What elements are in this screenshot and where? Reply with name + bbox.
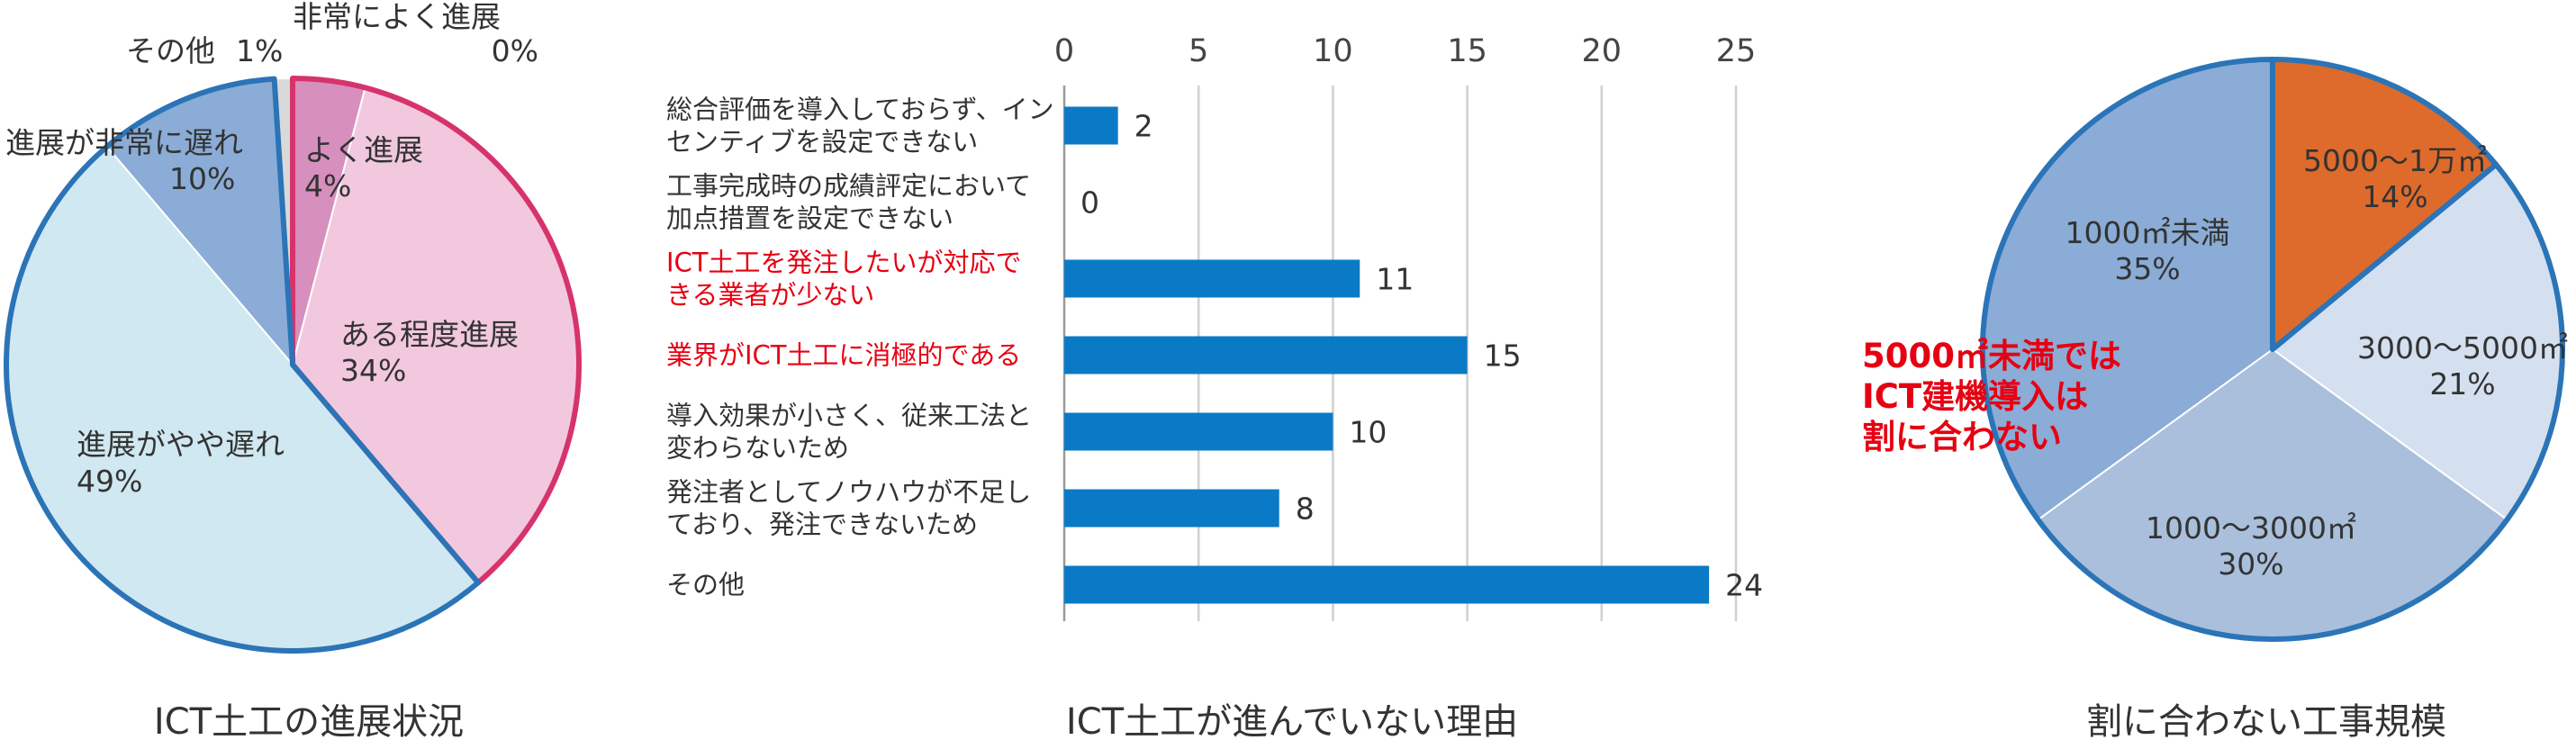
annotation-line-1: 5000㎡未満では <box>1862 337 2121 375</box>
slice-label-other: その他 <box>126 33 215 68</box>
slice-label-1000-3000: 1000～3000㎡ <box>2146 510 2356 546</box>
bar-value-label: 11 <box>1376 262 1414 297</box>
slice-label-under-1000: 1000㎡未満 <box>2065 215 2230 250</box>
bar-value-label: 2 <box>1134 109 1153 144</box>
bar-chart-title: ICT土工が進んでいない理由 <box>1066 701 1518 743</box>
x-tick-label: 15 <box>1447 33 1487 69</box>
category-label: 発注者としてノウハウが不足し <box>666 477 1031 508</box>
category-label: きる業者が少ない <box>666 280 874 311</box>
slice-label-slightly-behind: 進展がやや遅れ <box>77 427 285 462</box>
pie2-under-5000-outline <box>1980 57 2566 642</box>
x-tick-label: 10 <box>1313 33 1353 69</box>
slice-value-very-behind: 10% <box>169 161 235 196</box>
bar-0 <box>1064 106 1118 145</box>
category-label: ており、発注できないため <box>666 510 978 540</box>
slice-label-somewhat: ある程度進展 <box>340 317 519 352</box>
x-tick-label: 25 <box>1716 33 1757 69</box>
bar-6 <box>1064 565 1710 604</box>
bar-2 <box>1064 259 1360 298</box>
bar-5 <box>1064 489 1279 528</box>
bar-3 <box>1064 336 1468 374</box>
slice-label-5000-10000: 5000～1万㎡ <box>2303 143 2487 178</box>
scale-pie-chart: 5000～1万㎡ 14% 3000～5000㎡ 21% 1000～3000㎡ 3… <box>1862 57 2568 743</box>
slice-value-under-1000: 35% <box>2114 251 2180 286</box>
category-label: 工事完成時の成績評定において <box>666 171 1031 202</box>
x-tick-label: 0 <box>1054 33 1074 69</box>
pie2-title: 割に合わない工事規模 <box>2086 701 2446 743</box>
pie1-positive-outline <box>290 76 582 586</box>
category-label: 業界がICT土工に消極的である <box>666 340 1021 371</box>
bar-value-label: 24 <box>1725 568 1763 603</box>
reasons-bar-chart: 0 5 10 15 20 25 総合評価を導入しておらず、インセンティブを設定できない工事… <box>666 33 1763 743</box>
category-label: センティブを設定できない <box>666 127 978 158</box>
slice-label-good: よく進展 <box>304 132 423 167</box>
category-label: 総合評価を導入しておらず、イン <box>666 95 1054 125</box>
bar-value-label: 8 <box>1296 492 1315 527</box>
category-label: ICT土工を発注したいが対応で <box>666 248 1022 278</box>
bar-value-label: 0 <box>1080 185 1099 221</box>
x-tick-label: 5 <box>1189 33 1208 69</box>
slice-value-other: 1% <box>236 33 283 68</box>
bar-value-label: 10 <box>1349 415 1387 450</box>
slice-value-good: 4% <box>304 168 351 203</box>
category-label: その他 <box>666 570 745 600</box>
category-label: 導入効果が小さく、従来工法と <box>666 401 1032 431</box>
pie1-negative-outline <box>4 76 482 654</box>
slice-label-very-behind: 進展が非常に遅れ <box>5 125 243 160</box>
slice-label-very-good: 非常によく進展 <box>293 0 501 34</box>
slice-value-very-good: 0% <box>492 33 538 68</box>
progress-pie-chart: 非常によく進展 0% よく進展 4% ある程度進展 34% 進展がやや遅れ 49… <box>4 0 582 743</box>
x-tick-label: 20 <box>1582 33 1622 69</box>
slice-value-1000-3000: 30% <box>2218 546 2283 582</box>
bar-4 <box>1064 412 1333 451</box>
pie2-top-slice-outline <box>2270 57 2499 352</box>
slice-value-5000-10000: 14% <box>2362 179 2427 214</box>
annotation-line-2: ICT建機導入は <box>1862 377 2088 416</box>
slice-value-somewhat: 34% <box>340 353 406 388</box>
pie1-title: ICT土工の進展状況 <box>154 701 464 743</box>
bar-value-label: 15 <box>1484 338 1522 374</box>
category-label: 変わらないため <box>666 433 849 464</box>
slice-value-3000-5000: 21% <box>2429 366 2495 402</box>
slice-label-3000-5000: 3000～5000㎡ <box>2357 330 2568 365</box>
category-label: 加点措置を設定できない <box>666 203 954 234</box>
annotation-line-3: 割に合わない <box>1862 418 2062 456</box>
slice-value-slightly-behind: 49% <box>77 464 142 499</box>
